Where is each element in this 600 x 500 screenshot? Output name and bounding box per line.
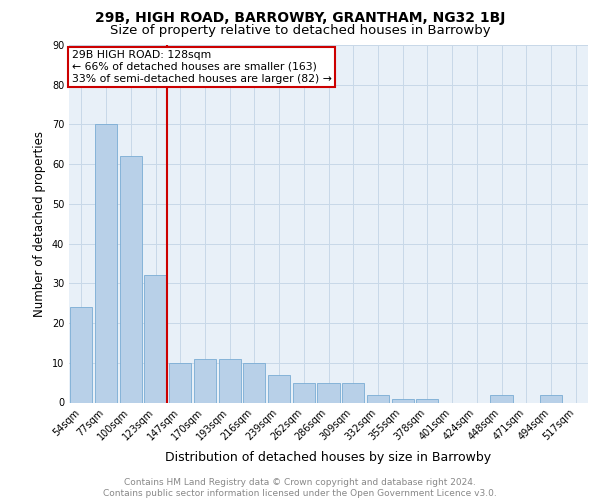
Bar: [70, 307, 92, 402]
Y-axis label: Number of detached properties: Number of detached properties: [33, 130, 46, 317]
Bar: [268, 374, 290, 402]
Bar: [342, 382, 364, 402]
Bar: [317, 382, 340, 402]
Text: Contains HM Land Registry data © Crown copyright and database right 2024.
Contai: Contains HM Land Registry data © Crown c…: [103, 478, 497, 498]
Text: 29B, HIGH ROAD, BARROWBY, GRANTHAM, NG32 1BJ: 29B, HIGH ROAD, BARROWBY, GRANTHAM, NG32…: [95, 11, 505, 25]
Bar: [392, 398, 414, 402]
Bar: [194, 359, 216, 403]
Bar: [145, 276, 167, 402]
Bar: [416, 398, 439, 402]
Bar: [218, 359, 241, 403]
Bar: [367, 394, 389, 402]
Bar: [119, 156, 142, 402]
Bar: [169, 363, 191, 403]
Bar: [540, 394, 562, 402]
Bar: [243, 363, 265, 403]
Text: 29B HIGH ROAD: 128sqm
← 66% of detached houses are smaller (163)
33% of semi-det: 29B HIGH ROAD: 128sqm ← 66% of detached …: [71, 50, 331, 84]
X-axis label: Distribution of detached houses by size in Barrowby: Distribution of detached houses by size …: [166, 450, 491, 464]
Bar: [293, 382, 315, 402]
Bar: [490, 394, 512, 402]
Bar: [95, 124, 117, 402]
Text: Size of property relative to detached houses in Barrowby: Size of property relative to detached ho…: [110, 24, 490, 37]
